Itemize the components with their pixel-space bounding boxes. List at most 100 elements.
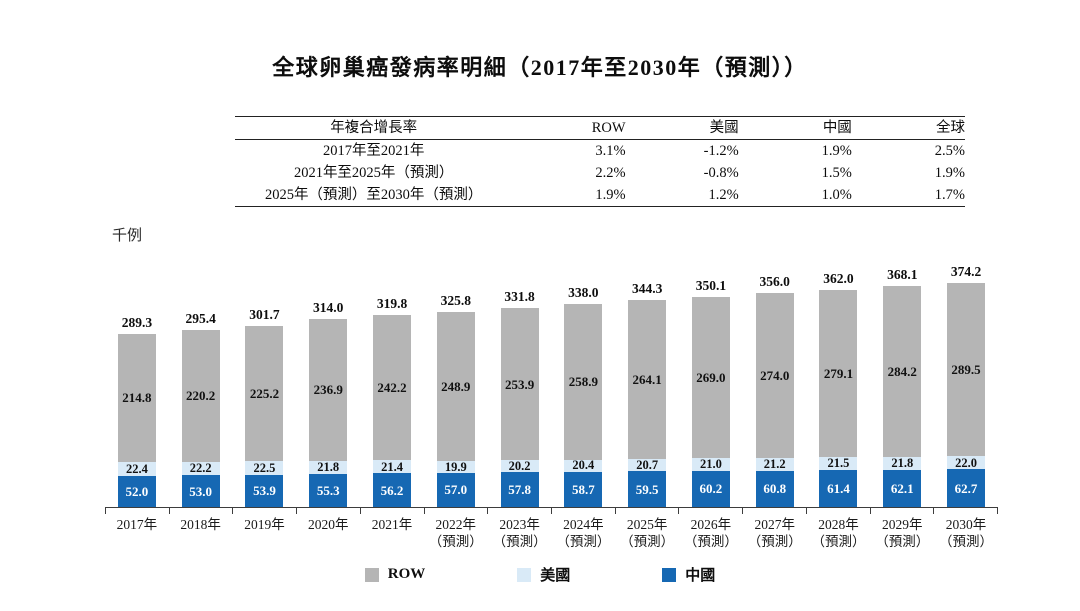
axis-tick	[679, 508, 744, 514]
legend-label-row: ROW	[387, 566, 426, 582]
table-header-cell: 年複合增長率	[330, 120, 418, 136]
bar-segment-row: 248.9	[436, 311, 475, 461]
axis-tick	[743, 508, 807, 514]
bar-total-label: 374.2	[950, 263, 982, 279]
bar-segment-label: 21.0	[699, 457, 722, 472]
bar-segment-label: 61.4	[827, 481, 850, 497]
bar-segment-us: 21.0	[691, 457, 730, 472]
bar-segment-label: 20.4	[572, 458, 595, 473]
bar-segment-us: 22.2	[181, 461, 220, 476]
bar-segment-row: 289.5	[947, 282, 986, 457]
bar-total-label: 350.1	[695, 277, 727, 293]
forecast-note: （預測）	[683, 534, 738, 549]
axis-tick	[105, 508, 170, 514]
table-header-cell: ROW	[591, 120, 626, 136]
table-header-cell: 美國	[709, 120, 739, 136]
bar-total-label: 301.7	[249, 307, 280, 323]
bar-segment-us: 21.2	[755, 457, 794, 471]
legend-item-china: 中國	[662, 564, 715, 585]
axis-tick	[807, 508, 871, 514]
bar-segment-label: 62.7	[954, 480, 978, 496]
bar-segment-row: 220.2	[181, 329, 220, 462]
bar-segment-label: 220.2	[186, 388, 216, 404]
legend-swatch-us	[517, 567, 532, 582]
table-header-cell: 中國	[822, 120, 852, 136]
x-axis-category-label: 2029年 （預測）	[870, 516, 934, 550]
table-row: 2025年（預測）至2030年（預測） 1.9% 1.2% 1.0% 1.7%	[235, 184, 965, 206]
bar-segment-label: 57.8	[508, 482, 531, 498]
x-axis-category-label: 2021年	[371, 517, 413, 532]
bar-segment-label: 56.2	[380, 482, 404, 498]
forecast-note: （預測）	[620, 534, 675, 549]
x-axis-category-label: 2022年 （預測）	[424, 516, 488, 550]
axis-tick	[297, 508, 361, 514]
bar-total-label: 289.3	[121, 314, 153, 330]
table-cell: 2017年至2021年	[322, 143, 425, 159]
x-axis-category-label: 2027年 （預測）	[743, 516, 807, 550]
bar-segment-label: 52.0	[125, 483, 149, 499]
bar-segment-cn: 62.7	[947, 469, 986, 507]
bar-segment-cn: 61.4	[819, 470, 858, 507]
table-cell: -1.2%	[703, 143, 739, 159]
stacked-bar-chart: 289.3 214.8 22.4 52.0 295.4 220.2 22.2 53.0 301.…	[105, 256, 999, 550]
bar-segment-label: 60.2	[699, 481, 723, 497]
bar-segment-row: 258.9	[564, 304, 603, 460]
table-cell: 3.1%	[595, 143, 626, 159]
bar-segment-cn: 53.0	[181, 475, 220, 507]
forecast-note: （預測）	[556, 534, 611, 549]
bar-segment-label: 253.9	[504, 376, 535, 392]
bar-total-label: 331.8	[504, 288, 535, 304]
bar-segment-cn: 55.3	[309, 473, 348, 507]
bar-segment-label: 258.9	[568, 374, 598, 390]
bar-segment-us: 22.4	[117, 462, 156, 476]
bar-segment-us: 22.0	[947, 456, 986, 470]
bar-segment-us: 21.5	[819, 457, 858, 471]
bar-segment-label: 20.2	[508, 459, 531, 474]
bar-segment-row: 253.9	[500, 307, 539, 461]
bar-segment-cn: 56.2	[373, 473, 412, 507]
forecast-note: （預測）	[939, 534, 994, 549]
bar-segment-label: 59.5	[635, 481, 659, 497]
bar-segment-us: 20.4	[564, 458, 603, 473]
axis-tick	[170, 508, 234, 514]
bar-segment-row: 242.2	[373, 315, 412, 461]
forecast-note: （預測）	[811, 534, 866, 549]
cagr-table-header-row: 年複合增長率 ROW 美國 中國 全球	[235, 117, 965, 140]
bar-segment-label: 58.7	[571, 481, 595, 497]
bar-segment-label: 248.9	[441, 378, 471, 394]
table-cell: 2.2%	[595, 165, 626, 181]
axis-tick	[233, 508, 298, 514]
x-axis-category-label: 2025年 （預測）	[615, 516, 679, 550]
bar-segment-label: 21.4	[381, 459, 403, 474]
x-axis-category-label: 2030年 （預測）	[934, 516, 998, 550]
bar-segment-label: 60.8	[763, 481, 787, 497]
bar-segment-label: 57.0	[444, 482, 468, 498]
bar-total-label: 344.3	[631, 281, 663, 297]
bar-group: 344.3 264.1 20.7 59.5	[615, 281, 679, 507]
y-axis-unit-label: 千例	[112, 228, 143, 244]
bar-group: 350.1 269.0 21.0 60.2	[679, 278, 743, 507]
table-row: 2021年至2025年（預測） 2.2% -0.8% 1.5% 1.9%	[235, 162, 965, 184]
bar-segment-row: 214.8	[117, 333, 156, 463]
legend-label-china: 中國	[685, 568, 716, 584]
bar-plot: 289.3 214.8 22.4 52.0 295.4 220.2 22.2 53.0 301.…	[105, 256, 998, 508]
x-axis-category-label: 2017年	[116, 517, 158, 532]
x-axis-category-label: 2020年	[307, 517, 349, 532]
axis-tick	[425, 508, 489, 514]
x-axis-labels: 2017年 2018年 2019年 2020年 2021年 2022年 （預測） 2023年（…	[105, 516, 998, 550]
bar-total-label: 356.0	[759, 274, 790, 290]
bar-group: 289.3 214.8 22.4 52.0	[105, 314, 169, 507]
axis-tick	[934, 508, 999, 514]
bar-segment-label: 53.0	[189, 483, 213, 499]
table-cell: 2025年（預測）至2030年（預測）	[264, 187, 483, 203]
bar-segment-row: 236.9	[309, 318, 348, 461]
bar-segment-label: 21.8	[317, 460, 340, 475]
bar-segment-label: 22.2	[189, 461, 212, 476]
bar-group: 368.1 284.2 21.8 62.1	[870, 267, 934, 507]
bar-group: 374.2 289.5 22.0 62.7	[934, 264, 998, 507]
bar-segment-cn: 53.9	[245, 474, 284, 507]
bar-segment-cn: 60.8	[755, 470, 794, 507]
bar-segment-label: 19.9	[444, 459, 467, 474]
table-header-cell: 全球	[935, 120, 965, 136]
